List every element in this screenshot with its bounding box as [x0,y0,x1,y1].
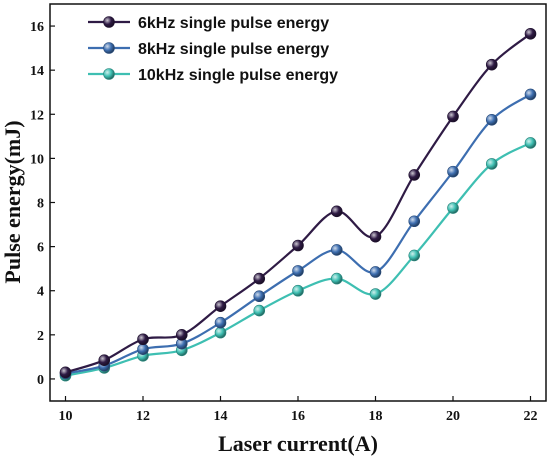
y-axis-title: Pulse energy(mJ) [0,120,25,283]
data-point [330,244,343,256]
data-point [98,354,111,366]
data-point [447,202,459,214]
series-line [65,141,532,377]
x-tick-label: 16 [291,409,305,424]
series-line [65,32,532,374]
data-point [524,27,537,40]
y-tick-label: 2 [37,329,44,344]
data-point [253,290,266,303]
series-1 [59,27,537,379]
data-point [175,329,188,341]
data-point [330,205,343,218]
legend-item: 8kHz single pulse energy [88,41,329,58]
data-point [214,300,227,312]
data-point [524,88,537,101]
legend-item: 10kHz single pulse energy [88,67,338,84]
legend-label: 6kHz single pulse energy [138,15,329,32]
x-tick-label: 12 [136,409,150,424]
legend-marker [103,16,115,28]
data-point [253,304,266,317]
y-tick-label: 12 [30,108,44,123]
data-point [59,366,72,379]
y-tick-label: 10 [30,152,44,167]
legend-item: 6kHz single pulse energy [88,15,329,32]
data-point [408,215,421,228]
y-tick-label: 4 [37,285,44,300]
data-point [292,239,304,252]
series-2 [59,88,537,380]
data-point [369,288,382,300]
data-point [485,158,498,170]
data-point [447,165,459,178]
y-tick-label: 16 [30,20,44,35]
legend-marker [103,68,115,80]
data-point [485,113,498,126]
y-tick-label: 0 [37,373,44,388]
legend-label: 8kHz single pulse energy [138,41,329,58]
data-point [447,110,459,123]
data-point [408,169,421,181]
data-point [485,58,498,71]
legend-label: 10kHz single pulse energy [138,67,338,84]
legend-marker [103,42,115,54]
data-point [292,265,304,277]
data-point [330,272,343,285]
legend: 6kHz single pulse energy 8kHz single puls… [88,15,338,84]
x-tick-label: 18 [369,409,383,424]
x-tick-label: 10 [59,409,73,424]
data-point [137,343,149,355]
data-point [214,326,227,339]
data-point [369,230,382,243]
y-tick-label: 6 [37,241,44,256]
x-tick-label: 20 [446,409,460,424]
data-point [137,333,149,346]
x-tick-label: 22 [524,409,538,424]
data-point [408,249,421,262]
y-tick-label: 8 [37,197,44,212]
data-point [253,272,266,285]
plot-frame [49,3,547,402]
series-line [65,93,532,375]
x-axis-title: Laser current(A) [218,431,378,456]
ticks-layer: 10 12 14 16 18 20 22 0 2 4 6 8 10 12 14 16 [30,20,538,424]
data-point [292,284,304,297]
data-point [214,316,227,329]
data-point [369,266,382,278]
y-tick-label: 14 [30,64,44,79]
series-layer [59,27,537,382]
x-tick-label: 14 [214,409,228,424]
data-point [524,137,537,149]
